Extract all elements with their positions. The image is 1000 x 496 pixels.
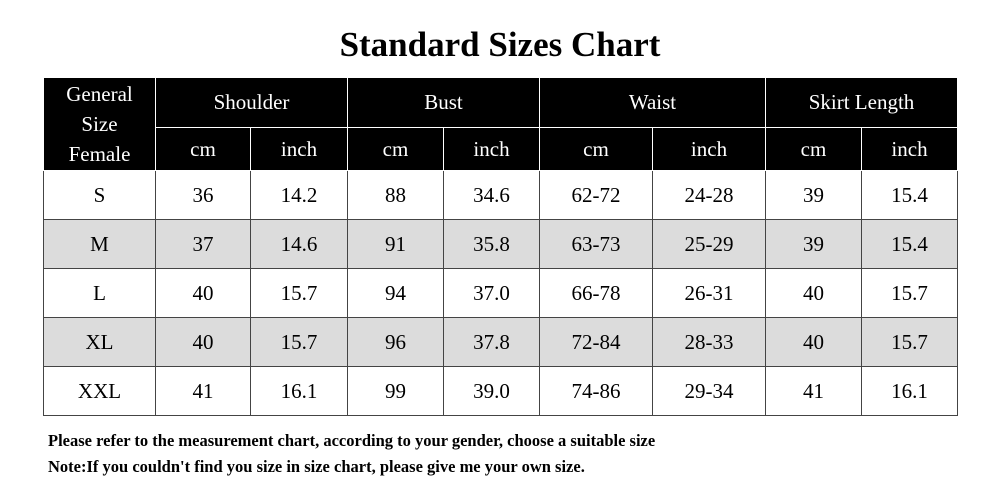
cell: 15.7	[250, 317, 348, 367]
size-label: M	[43, 219, 156, 269]
cell: 37.8	[443, 317, 540, 367]
cell: 26-31	[652, 268, 766, 318]
size-row: XL 40 15.7 96 37.8 72-84 28-33 40 15.7	[43, 317, 958, 367]
cell: 24-28	[652, 170, 766, 220]
cell: 36	[155, 170, 251, 220]
cell: 14.6	[250, 219, 348, 269]
size-label: L	[43, 268, 156, 318]
cell: 62-72	[539, 170, 653, 220]
note: Note:If you couldn't find you size in si…	[48, 457, 585, 476]
header-row: General Size Female Shoulder Bust Waist Skirt …	[43, 77, 958, 171]
unit-header: cm	[539, 127, 653, 171]
cell: 72-84	[539, 317, 653, 367]
cell: 99	[347, 366, 444, 416]
cell: 74-86	[539, 366, 653, 416]
cell: 96	[347, 317, 444, 367]
group-header: Skirt Length	[765, 77, 958, 128]
size-row: XXL 41 16.1 99 39.0 74-86 29-34 41 16.1	[43, 366, 958, 416]
cell: 34.6	[443, 170, 540, 220]
cell: 25-29	[652, 219, 766, 269]
cell: 16.1	[250, 366, 348, 416]
cell: 40	[765, 317, 862, 367]
cell: 66-78	[539, 268, 653, 318]
unit-header: cm	[155, 127, 251, 171]
notes: Please refer to the measurement chart, a…	[48, 428, 655, 480]
size-label: S	[43, 170, 156, 220]
corner-line: Female	[68, 142, 131, 166]
cell: 15.4	[861, 219, 958, 269]
cell: 40	[155, 268, 251, 318]
size-table: General Size Female Shoulder Bust Waist Skirt …	[43, 77, 958, 416]
cell: 37.0	[443, 268, 540, 318]
title: Standard Sizes Chart	[339, 25, 661, 64]
size-row: S 36 14.2 88 34.6 62-72 24-28 39 15.4	[43, 170, 958, 220]
cell: 39.0	[443, 366, 540, 416]
cell: 41	[765, 366, 862, 416]
group-header: Bust	[347, 77, 540, 128]
note: Please refer to the measurement chart, a…	[48, 431, 656, 450]
size-row: M 37 14.6 91 35.8 63-73 25-29 39 15.4	[43, 219, 958, 269]
cell: 16.1	[861, 366, 958, 416]
cell: 63-73	[539, 219, 653, 269]
group-header: Shoulder	[155, 77, 348, 128]
cell: 37	[155, 219, 251, 269]
cell: 14.2	[250, 170, 348, 220]
cell: 39	[765, 170, 862, 220]
unit-header: inch	[861, 127, 958, 171]
cell: 15.7	[861, 268, 958, 318]
cell: 28-33	[652, 317, 766, 367]
cell: 15.7	[250, 268, 348, 318]
corner-line: General	[66, 82, 133, 106]
unit-header: cm	[765, 127, 862, 171]
size-label: XXL	[43, 366, 156, 416]
unit-header: cm	[347, 127, 444, 171]
unit-header: inch	[250, 127, 348, 171]
group-header: Waist	[539, 77, 766, 128]
cell: 91	[347, 219, 444, 269]
corner-cell: General Size Female	[43, 77, 156, 171]
cell: 94	[347, 268, 444, 318]
size-label: XL	[43, 317, 156, 367]
cell: 29-34	[652, 366, 766, 416]
unit-header: inch	[443, 127, 540, 171]
cell: 35.8	[443, 219, 540, 269]
cell: 40	[765, 268, 862, 318]
corner-line: Size	[81, 112, 118, 136]
cell: 88	[347, 170, 444, 220]
cell: 41	[155, 366, 251, 416]
cell: 40	[155, 317, 251, 367]
unit-header: inch	[652, 127, 766, 171]
unit-row: cm inch cm inch cm inch cm inch	[44, 127, 958, 171]
cell: 15.7	[861, 317, 958, 367]
cell: 15.4	[861, 170, 958, 220]
cell: 39	[765, 219, 862, 269]
size-row: L 40 15.7 94 37.0 66-78 26-31 40 15.7	[43, 268, 958, 318]
